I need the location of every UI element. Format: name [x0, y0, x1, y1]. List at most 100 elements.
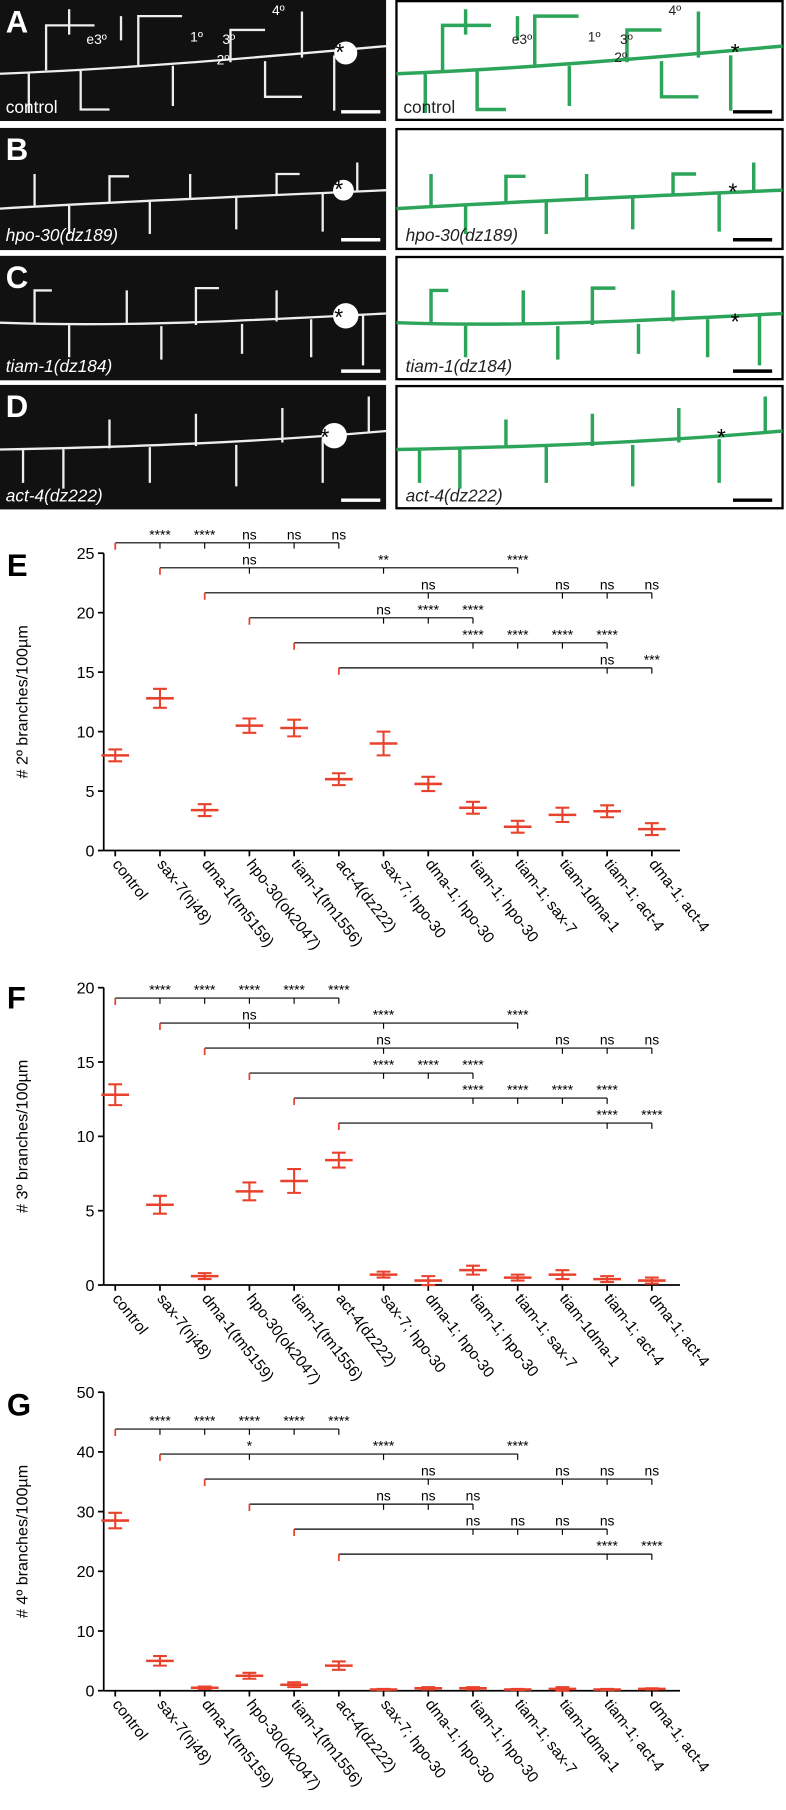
panel-letter: B — [6, 132, 28, 167]
significance-label: **** — [507, 551, 529, 567]
significance-label: ns — [421, 576, 436, 592]
significance-label: ns — [376, 1488, 391, 1504]
significance-label: ns — [555, 1513, 570, 1529]
significance-label: **** — [149, 1413, 171, 1429]
significance-label: ns — [242, 526, 257, 542]
significance-label: ns — [421, 1463, 436, 1479]
significance-label: **** — [596, 1082, 618, 1098]
genotype-label: control — [6, 97, 58, 117]
significance-label: **** — [149, 526, 171, 542]
micrograph — [0, 255, 387, 381]
y-tick-label: 50 — [77, 1384, 95, 1402]
y-tick-label: 10 — [77, 1623, 95, 1641]
y-tick-label: 40 — [77, 1444, 95, 1462]
significance-label: **** — [328, 982, 350, 998]
branch-label: 4º — [668, 2, 681, 18]
y-axis-label: # 2º branches/100µm — [14, 625, 32, 778]
significance-label: ns — [600, 651, 615, 667]
significance-label: **** — [596, 626, 618, 642]
branch-label: 3º — [620, 31, 633, 47]
significance-label: **** — [462, 1082, 484, 1098]
soma-marker: * — [731, 39, 740, 65]
y-tick-label: 15 — [77, 1054, 95, 1072]
significance-label: ns — [645, 1463, 660, 1479]
significance-label: **** — [641, 1107, 663, 1123]
soma-marker: * — [334, 176, 343, 202]
significance-label: ** — [378, 551, 389, 567]
y-tick-label: 0 — [86, 1277, 95, 1295]
significance-label: ns — [600, 1513, 615, 1529]
y-tick-label: 20 — [77, 1563, 95, 1581]
significance-label: ns — [287, 526, 302, 542]
micrograph — [0, 0, 387, 122]
significance-label: **** — [462, 1057, 484, 1073]
branch-label: 3º — [222, 31, 235, 47]
significance-label: ns — [600, 1463, 615, 1479]
y-tick-label: 20 — [77, 604, 95, 622]
y-tick-label: 10 — [77, 1128, 95, 1146]
y-tick-label: 10 — [77, 723, 95, 741]
significance-label: ns — [376, 1032, 391, 1048]
branch-label: 2º — [614, 49, 627, 65]
soma-marker: * — [717, 424, 726, 450]
y-tick-label: 25 — [77, 545, 95, 563]
significance-label: **** — [507, 1438, 529, 1454]
significance-label: **** — [507, 1007, 529, 1023]
significance-label: **** — [507, 1082, 529, 1098]
soma-marker: * — [728, 178, 737, 204]
genotype-label: act-4(dz222) — [6, 485, 103, 505]
y-tick-label: 5 — [86, 783, 95, 801]
genotype-label: hpo-30(dz189) — [406, 225, 518, 245]
significance-label: ns — [466, 1488, 481, 1504]
y-tick-label: 30 — [77, 1503, 95, 1521]
genotype-label: act-4(dz222) — [406, 485, 503, 505]
x-tick-label: control — [109, 1291, 151, 1338]
significance-label: ns — [421, 1488, 436, 1504]
genotype-label: control — [403, 97, 455, 117]
panel-letter: A — [6, 4, 28, 39]
significance-label: ns — [332, 526, 347, 542]
y-tick-label: 15 — [77, 664, 95, 682]
y-tick-label: 5 — [86, 1202, 95, 1220]
soma — [333, 179, 354, 201]
significance-label: **** — [596, 1107, 618, 1123]
branch-label: e3º — [512, 31, 532, 47]
panel-letter: C — [6, 260, 28, 295]
y-axis-label: # 3º branches/100µm — [14, 1060, 32, 1213]
significance-label: ns — [600, 1032, 615, 1048]
significance-label: ns — [555, 1032, 570, 1048]
significance-label: **** — [373, 1007, 395, 1023]
significance-label: ns — [466, 1513, 481, 1529]
significance-label: ns — [600, 576, 615, 592]
y-tick-label: 0 — [86, 1682, 95, 1700]
panel-a: A control control e3º 1º 3º 2º 4º e3º 1º… — [0, 0, 785, 122]
significance-label: **** — [194, 982, 216, 998]
significance-label: ns — [242, 1007, 257, 1023]
significance-label: **** — [507, 626, 529, 642]
panel-c: C tiam-1(dz184) tiam-1(dz184) * * — [0, 255, 785, 381]
significance-label: **** — [283, 982, 305, 998]
significance-label: ns — [510, 1513, 525, 1529]
genotype-label: hpo-30(dz189) — [6, 225, 118, 245]
soma-marker: * — [731, 309, 740, 335]
significance-label: **** — [194, 1413, 216, 1429]
branch-label: 2º — [217, 52, 230, 68]
significance-label: **** — [283, 1413, 305, 1429]
branch-label: 1º — [588, 28, 601, 44]
genotype-label: tiam-1(dz184) — [6, 356, 113, 376]
panel-letter: E — [7, 548, 28, 583]
significance-label: **** — [239, 1413, 261, 1429]
significance-label: ns — [645, 1032, 660, 1048]
significance-label: **** — [418, 601, 440, 617]
panel-b: B hpo-30(dz189) hpo-30(dz189) * * — [0, 127, 785, 251]
soma-marker: * — [334, 304, 343, 330]
genotype-label: tiam-1(dz184) — [406, 356, 513, 376]
significance-label: **** — [596, 1538, 618, 1554]
significance-label: **** — [373, 1057, 395, 1073]
soma — [333, 303, 359, 329]
significance-label: **** — [552, 626, 574, 642]
significance-label: **** — [641, 1538, 663, 1554]
x-tick-label: control — [109, 856, 151, 903]
